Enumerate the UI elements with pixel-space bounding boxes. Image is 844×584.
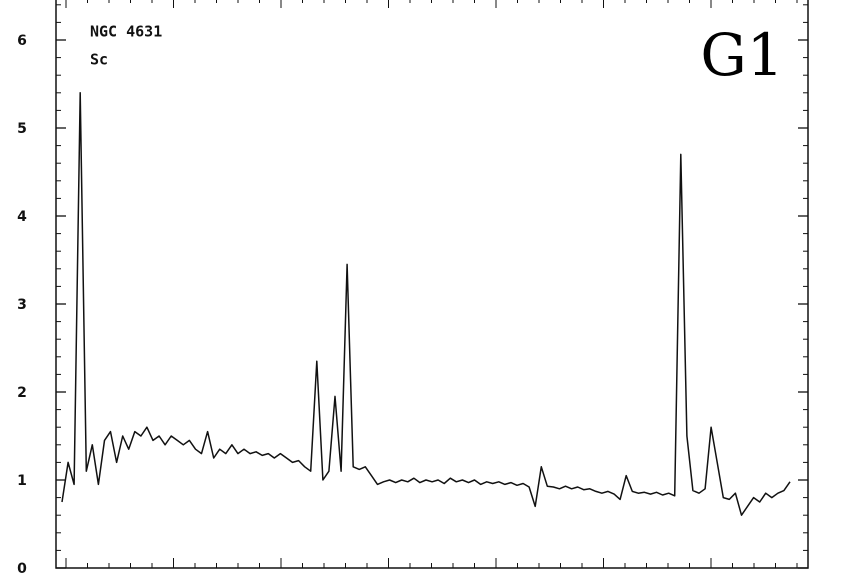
y-tick-label: 4 (17, 209, 27, 225)
y-tick-label: 1 (17, 473, 27, 489)
y-tick-label: 2 (17, 385, 27, 401)
y-tick-label: 0 (17, 561, 27, 577)
y-tick-label: 5 (17, 121, 27, 137)
y-tick-label: 6 (17, 33, 27, 49)
panel-label: G1 (700, 21, 783, 89)
y-tick-label: 3 (17, 297, 27, 313)
plot-frame (55, 0, 809, 569)
type-label: Sc (90, 51, 108, 69)
spectrum-line (61, 92, 791, 516)
object-label: NGC 4631 (90, 23, 162, 41)
